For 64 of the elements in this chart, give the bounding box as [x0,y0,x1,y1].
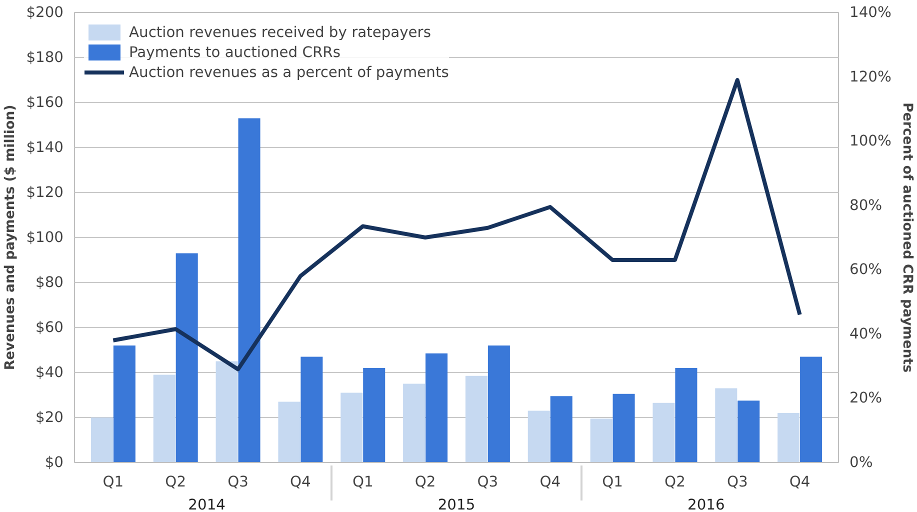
x-tick-label: Q4 [540,474,561,490]
y2-tick-label: 80% [850,196,882,214]
y2-axis-title: Percent of auctioned CRR payments [899,102,914,373]
y2-tick-label: 60% [850,261,882,278]
y2-tick-label: 120% [850,68,892,86]
bar [465,376,488,462]
x-tick-label: Q4 [789,474,810,490]
text: 2014 [188,496,226,512]
y-tick-label: $20 [36,409,64,426]
x-tick-label: Q1 [602,474,623,490]
bar [176,253,198,462]
y-tick-label: $140 [26,139,64,156]
x-tick-label: Q3 [228,474,248,490]
bar [675,368,698,462]
x-tick-label: Q1 [102,474,124,490]
bar [113,346,136,462]
bar [550,396,572,462]
y2-tick-label: 100% [850,132,892,150]
bar [403,384,426,462]
y-tick-label: $0 [44,454,64,471]
bar [340,392,363,462]
bar [300,356,323,462]
y-tick-label: $60 [36,319,64,336]
text: 2016 [688,496,725,512]
y-tick-label: $200 [26,4,64,21]
bar [363,368,386,462]
legend-label: Auction revenues received by ratepayers [129,24,431,40]
bar [612,394,635,462]
legend-label: Auction revenues as a percent of payments [129,64,449,80]
x-tick-label: Q4 [290,474,311,490]
y-tick-label: $120 [26,184,64,201]
y-tick-label: $180 [26,49,64,66]
y2-tick-label: 20% [850,390,882,407]
y2-tick-label: 40% [850,325,882,342]
bar [216,361,238,462]
text: 2015 [438,496,476,512]
y2-tick-label: 140% [850,4,892,21]
x-tick-label: Q2 [414,474,436,490]
x-tick-label: Q1 [352,474,374,490]
bar [738,400,760,462]
y-tick-label: $40 [36,364,64,381]
legend-label: Payments to auctioned CRRs [129,44,340,60]
x-tick-label: Q3 [726,474,748,490]
bar [238,118,260,462]
y2-tick-label: 0% [850,454,873,471]
line-series [111,78,802,372]
bar [153,374,176,462]
bar [90,418,113,462]
bar [800,356,822,462]
bar [778,413,800,462]
y-axis-title: Revenues and payments ($ million) [3,104,18,370]
bar [715,388,738,462]
bar [652,402,675,462]
bar [426,353,448,462]
bar [590,418,612,462]
bar [278,402,300,462]
y-tick-label: $100 [26,229,64,246]
y-tick-label: $160 [26,94,64,111]
y-tick-label: $80 [36,274,64,291]
x-tick-label: Q3 [477,474,498,490]
x-tick-label: Q2 [664,474,686,490]
bar [488,346,510,462]
x-tick-label: Q2 [165,474,186,490]
bar [528,410,550,462]
